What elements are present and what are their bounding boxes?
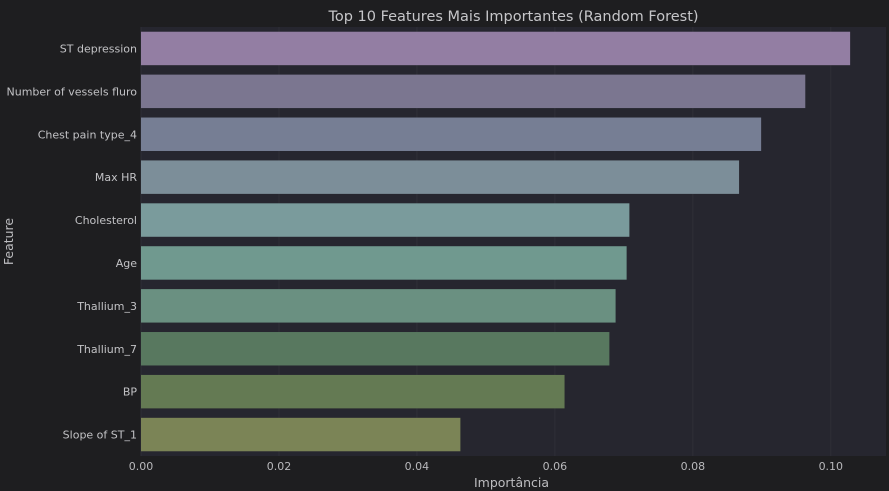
bars xyxy=(141,31,851,452)
bar xyxy=(141,332,610,366)
category-label: Chest pain type_4 xyxy=(38,128,137,141)
category-label: BP xyxy=(123,386,138,399)
bar xyxy=(141,374,565,409)
bar xyxy=(141,160,740,194)
bar xyxy=(141,117,762,151)
category-label: Cholesterol xyxy=(75,214,137,227)
category-label: Max HR xyxy=(95,171,138,184)
category-label: Number of vessels fluro xyxy=(7,85,138,98)
bar xyxy=(141,31,851,66)
x-tick-label: 0.02 xyxy=(267,460,292,473)
bar xyxy=(141,417,461,452)
category-label: Age xyxy=(116,257,138,270)
category-labels: ST depression Number of vessels fluro Ches… xyxy=(7,42,138,441)
bar xyxy=(141,74,806,109)
x-tick-label: 0.00 xyxy=(129,460,154,473)
x-tick-label: 0.08 xyxy=(681,460,706,473)
x-tick-label: 0.10 xyxy=(819,460,844,473)
bar xyxy=(141,203,630,237)
bar xyxy=(141,246,627,280)
chart-title: Top 10 Features Mais Importantes (Random… xyxy=(327,9,698,25)
y-axis-label: Feature xyxy=(1,218,16,266)
category-label: Thallium_3 xyxy=(76,300,137,313)
category-label: ST depression xyxy=(60,42,137,55)
x-tick-label: 0.06 xyxy=(543,460,568,473)
x-tick-labels: 0.00 0.02 0.04 0.06 0.08 0.10 xyxy=(129,460,843,473)
x-axis-label: Importância xyxy=(474,475,549,490)
category-label: Slope of ST_1 xyxy=(63,429,137,442)
x-tick-label: 0.04 xyxy=(405,460,430,473)
bar xyxy=(141,289,616,323)
category-label: Thallium_7 xyxy=(76,343,137,356)
